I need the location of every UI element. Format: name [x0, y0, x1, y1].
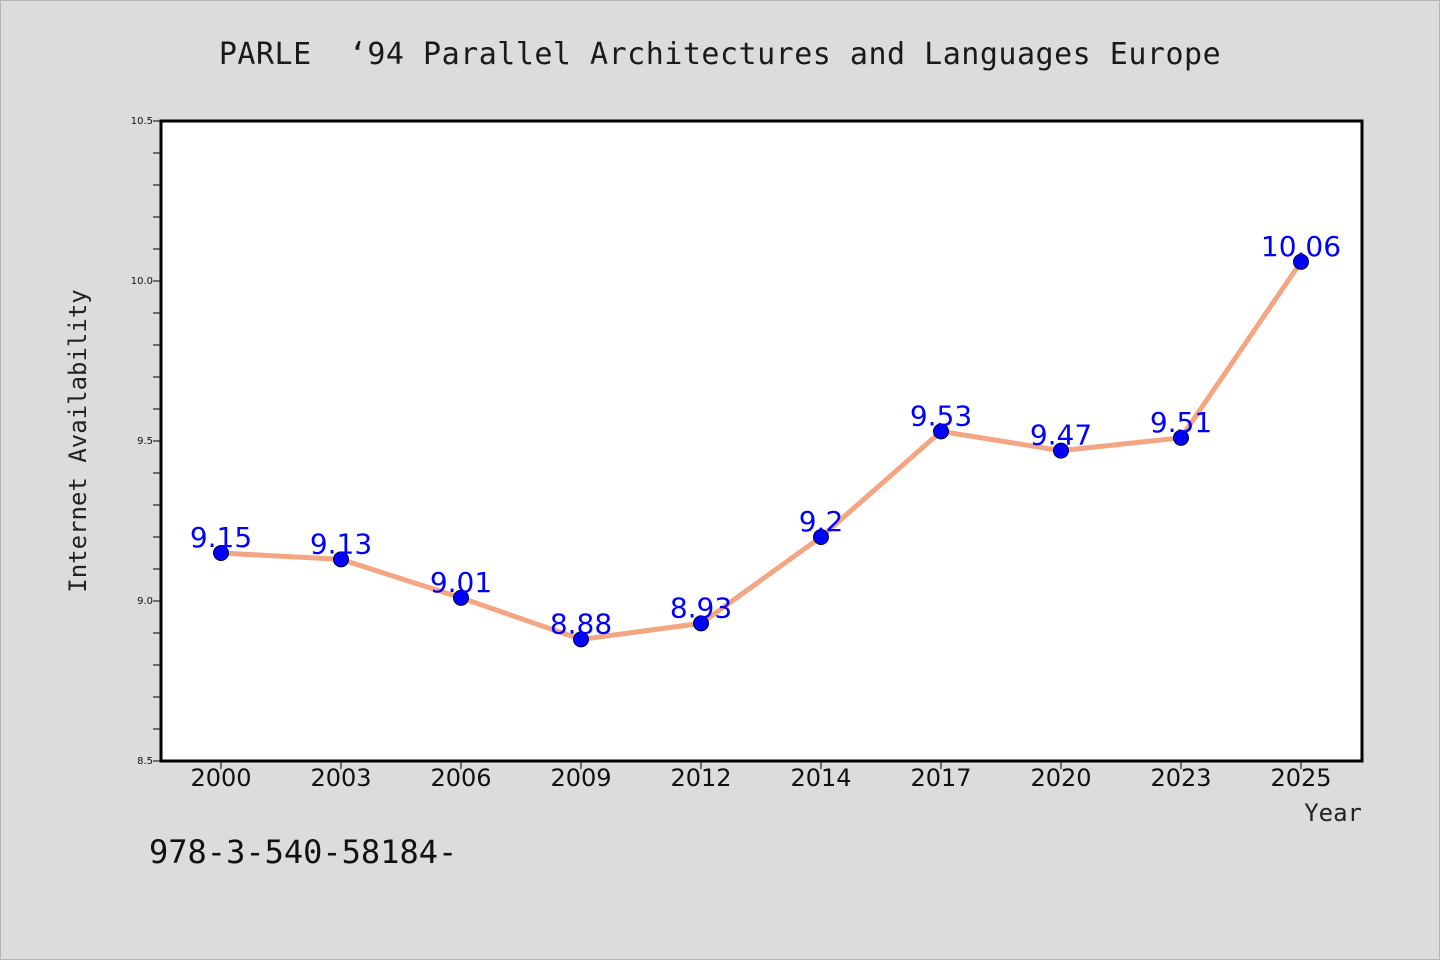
- data-point: [453, 589, 469, 606]
- x-tick-label: 2017: [910, 764, 971, 792]
- y-tick-label: 10.0: [131, 276, 153, 287]
- x-tick-label: 2006: [430, 764, 491, 792]
- y-tick-label: 9.0: [137, 596, 153, 607]
- data-label: 9.53: [910, 399, 972, 432]
- data-label: 9.47: [1030, 419, 1092, 452]
- data-point: [333, 551, 349, 568]
- y-tick-label: 8.5: [137, 756, 153, 767]
- x-axis: 2000 2003 2006 2009 2012 2014 2017 2020 2023 2025: [190, 761, 1332, 792]
- data-label: 8.88: [550, 607, 612, 640]
- data-point: [1173, 429, 1189, 446]
- data-point: [1053, 442, 1069, 459]
- y-axis: 8.5 9.0 9.5 10.0 10.5: [131, 116, 161, 767]
- x-tick-label: 2000: [190, 764, 251, 792]
- x-tick-label: 2025: [1270, 764, 1331, 792]
- data-label: 8.93: [670, 591, 732, 624]
- x-tick-label: 2023: [1150, 764, 1211, 792]
- series-layer: 9.15 9.13 9.01 8.88 8.93 9.2 9.53 9.47 9.51 10.06: [190, 230, 1341, 648]
- data-point: [933, 423, 949, 440]
- data-point: [1293, 253, 1309, 270]
- y-axis-title: Internet Availability: [64, 289, 92, 592]
- series-line: [218, 259, 1304, 642]
- x-tick-label: 2012: [670, 764, 731, 792]
- chart-title: PARLE ‘94 Parallel Architectures and Lan…: [218, 37, 1222, 72]
- data-label: 9.51: [1150, 406, 1212, 439]
- x-tick-label: 2009: [550, 764, 611, 792]
- x-tick-label: 2020: [1030, 764, 1091, 792]
- data-label: 9.15: [190, 521, 252, 554]
- data-label: 9.2: [799, 505, 844, 538]
- data-label: 9.13: [310, 527, 372, 560]
- x-axis-title: Year: [1304, 799, 1362, 827]
- data-label: 9.01: [430, 566, 492, 599]
- data-label: 10.06: [1261, 230, 1341, 263]
- footer-isbn-text: 978-3-540-58184-: [149, 833, 458, 871]
- x-tick-label: 2003: [310, 764, 371, 792]
- y-tick-label: 9.5: [137, 436, 153, 447]
- y-tick-label: 10.5: [131, 116, 153, 127]
- data-point: [213, 545, 229, 561]
- data-point: [813, 529, 829, 545]
- x-tick-label: 2014: [790, 764, 851, 792]
- data-point: [573, 631, 589, 648]
- data-point: [693, 615, 709, 632]
